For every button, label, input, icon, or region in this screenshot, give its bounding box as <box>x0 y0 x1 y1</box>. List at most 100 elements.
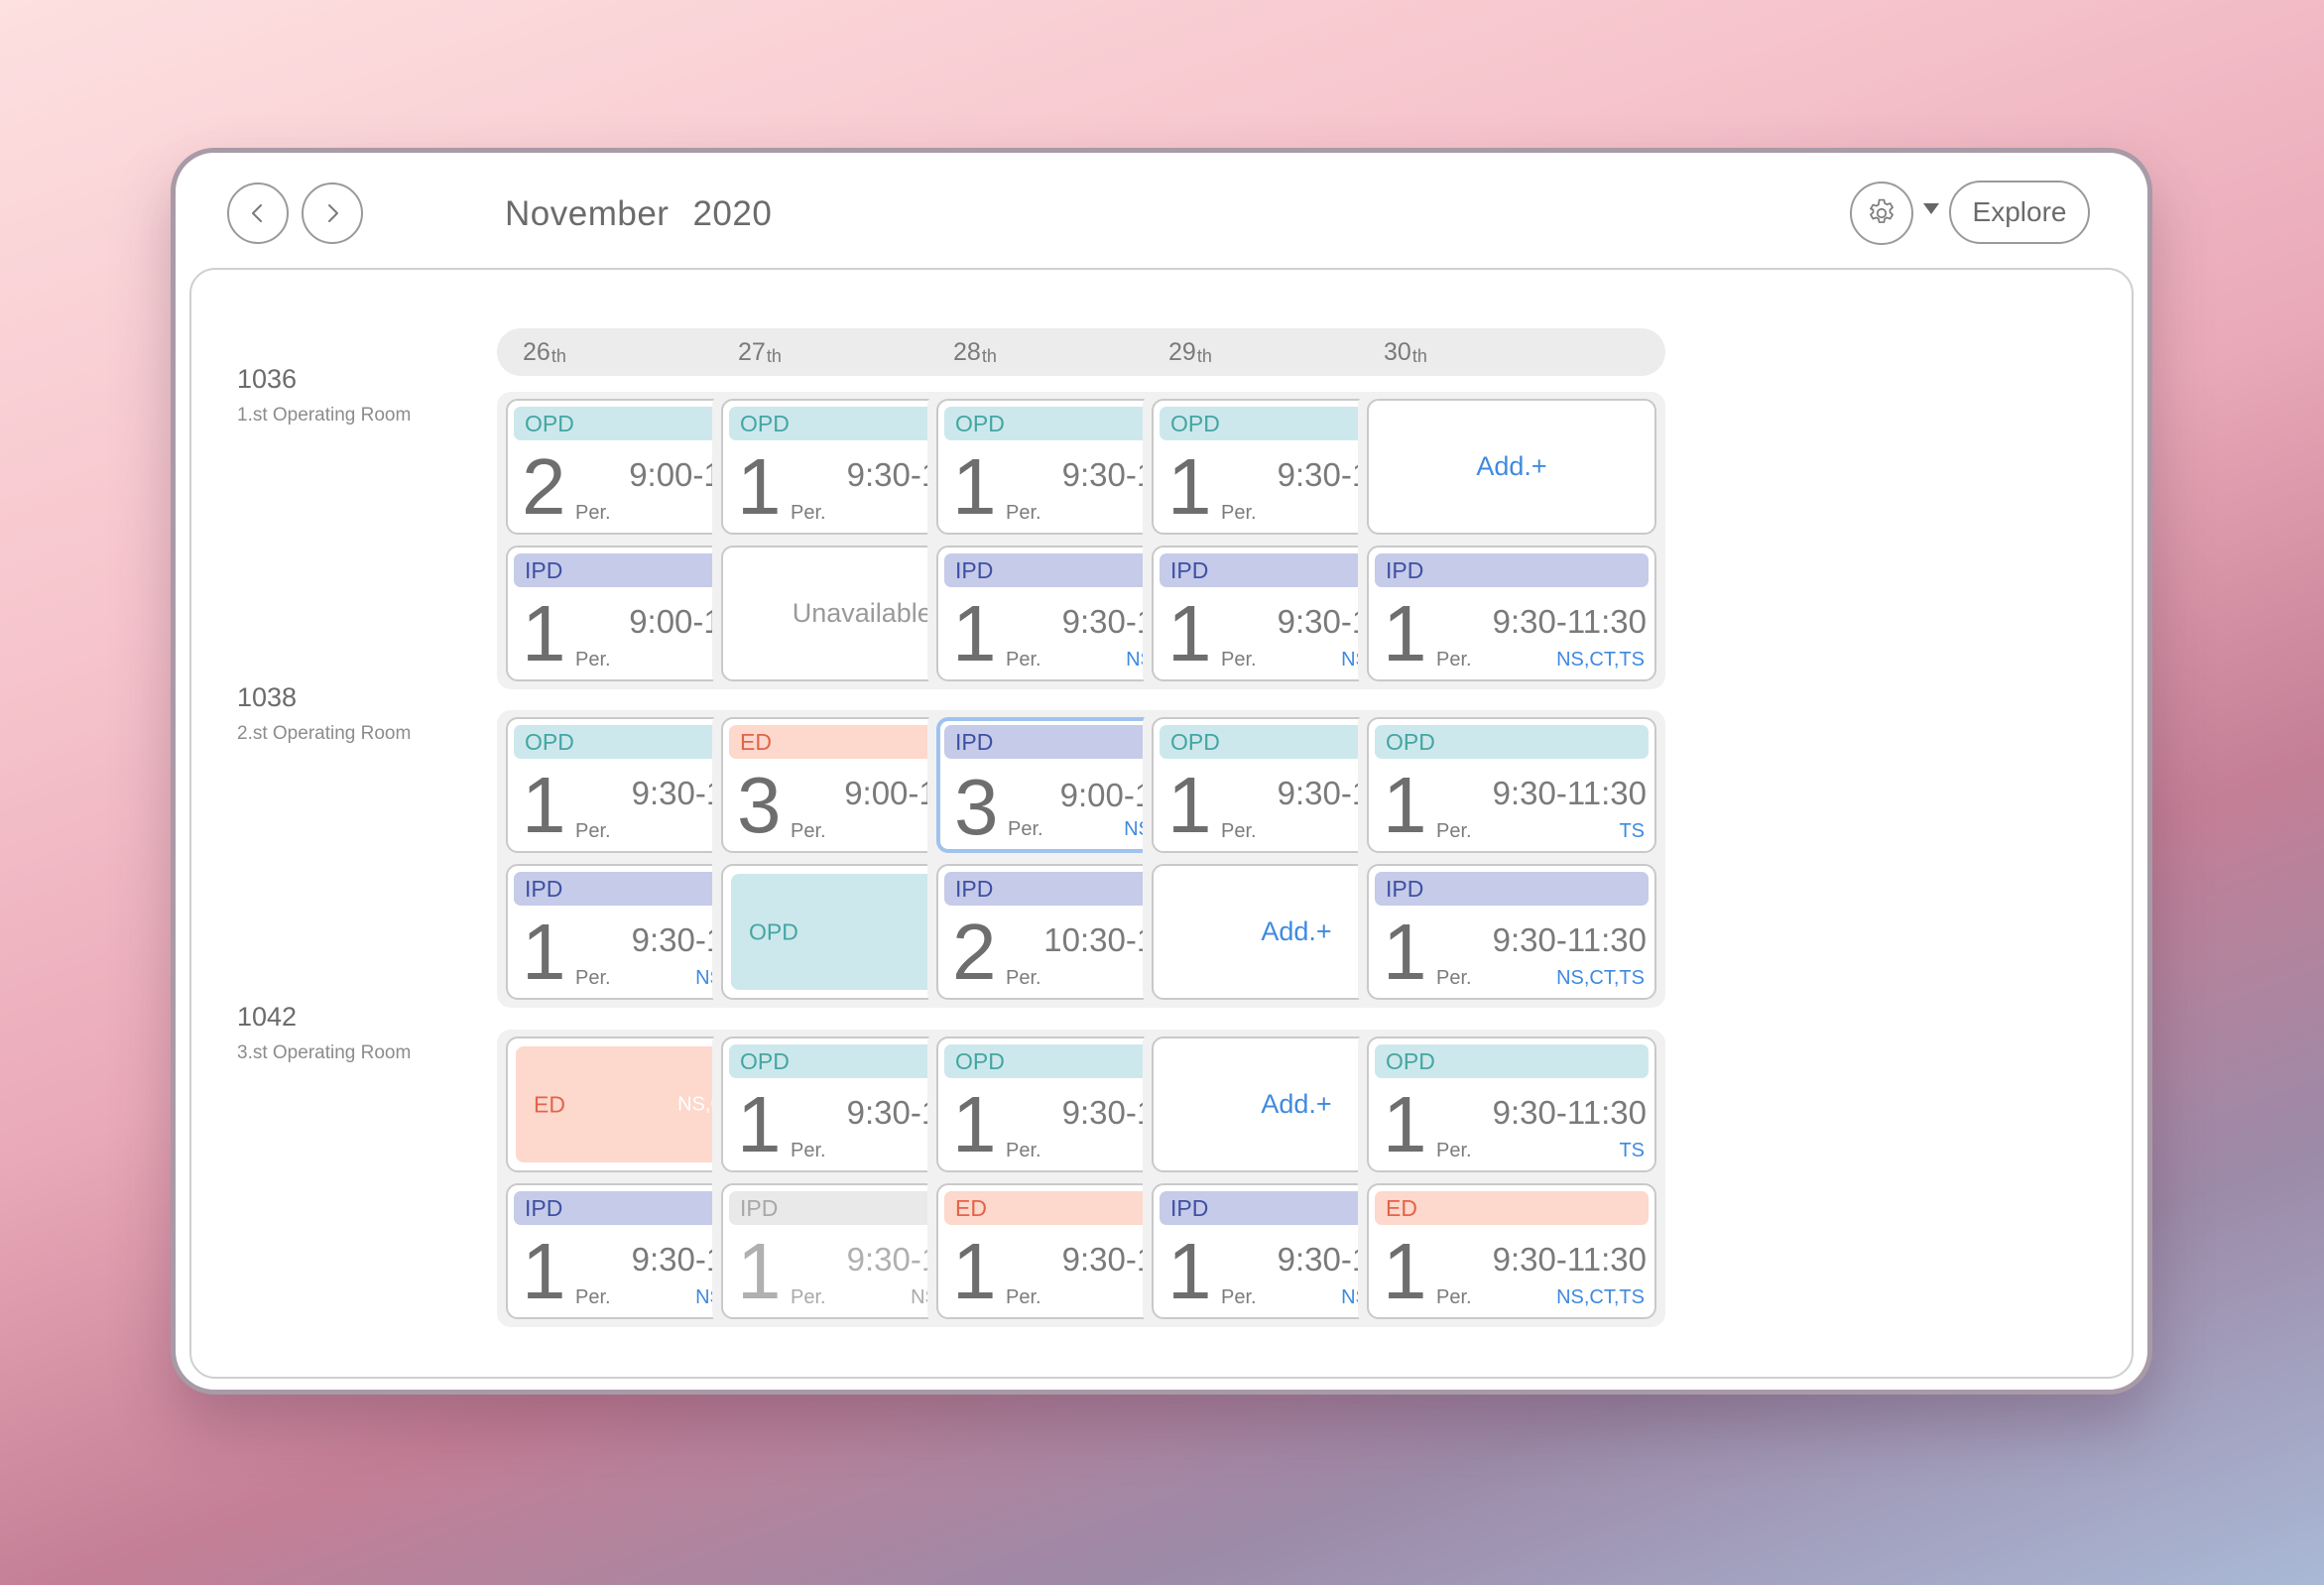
per-label: Per. <box>1221 1286 1257 1308</box>
room-number: 1036 <box>237 364 298 394</box>
person-count: 1 <box>952 1080 997 1168</box>
per-label: Per. <box>791 1140 826 1161</box>
person-count: 1 <box>522 908 566 996</box>
department-tag: ED <box>1375 1191 1649 1225</box>
day-suffix: th <box>550 346 566 366</box>
staff-label: NS,CT,TS <box>1556 1286 1645 1308</box>
day-number: 27 <box>738 338 766 366</box>
person-count: 1 <box>1167 442 1212 531</box>
room-label: 1038 2.st Operating Room <box>237 682 411 745</box>
per-label: Per. <box>1006 502 1041 524</box>
time-range: 9:30-11:30 <box>1492 921 1647 958</box>
person-count: 1 <box>522 761 566 849</box>
per-label: Per. <box>791 820 826 842</box>
settings-dropdown-caret-icon[interactable] <box>1923 203 1939 214</box>
year-label: 2020 <box>692 194 773 233</box>
day-number: 29 <box>1168 338 1196 366</box>
day-number: 26 <box>523 338 550 366</box>
department-tag: OPD <box>1375 725 1649 759</box>
per-label: Per. <box>1008 818 1043 840</box>
person-count: 1 <box>1383 589 1427 677</box>
department-tag: IPD <box>1375 553 1649 587</box>
unavailable-label: Unavailable. <box>792 598 940 628</box>
person-count: 1 <box>1383 761 1427 849</box>
person-count: 1 <box>1383 1227 1427 1315</box>
staff-label: TS <box>1619 1140 1645 1161</box>
person-count: 1 <box>952 442 997 531</box>
person-count: 1 <box>952 1227 997 1315</box>
day-number: 30 <box>1384 338 1411 366</box>
room-label: 1036 1.st Operating Room <box>237 364 411 427</box>
per-label: Per. <box>1436 967 1472 989</box>
day-suffix: th <box>981 346 997 366</box>
chevron-right-icon <box>328 204 338 222</box>
per-label: Per. <box>1006 649 1041 671</box>
room-name: 3.st Operating Room <box>237 1042 412 1063</box>
room-number: 1042 <box>237 1002 298 1032</box>
room-name: 1.st Operating Room <box>237 405 412 426</box>
day-suffix: th <box>766 346 782 366</box>
person-count: 1 <box>737 1080 782 1168</box>
settings-button[interactable] <box>1850 182 1913 245</box>
room-label: 1042 3.st Operating Room <box>237 1002 411 1064</box>
per-label: Per. <box>1436 1286 1472 1308</box>
page-title: November 2020 <box>505 194 772 234</box>
time-range: 9:30-11:30 <box>1492 603 1647 640</box>
staff-label: NS,CT,TS <box>1556 967 1645 989</box>
add-label: Add.+ <box>1261 1089 1332 1119</box>
department-tag: IPD <box>1375 872 1649 906</box>
room-number: 1038 <box>237 682 298 712</box>
booking-card[interactable]: ED 1 Per. 9:30-11:30 NS,CT,TS <box>1367 1183 1656 1319</box>
person-count: 1 <box>522 1227 566 1315</box>
person-count: 1 <box>737 1227 782 1315</box>
per-label: Per. <box>1436 1140 1472 1161</box>
person-count: 2 <box>522 442 566 531</box>
per-label: Per. <box>1221 502 1257 524</box>
per-label: Per. <box>1436 820 1472 842</box>
calendar-window: November 2020 Explore 26th 27th 28th 29th 30t… <box>171 148 2152 1395</box>
person-count: 1 <box>1167 589 1212 677</box>
per-label: Per. <box>575 649 611 671</box>
per-label: Per. <box>1006 1286 1041 1308</box>
add-label: Add.+ <box>1261 916 1332 946</box>
staff-label: NS,CT,TS <box>1556 649 1645 671</box>
day-suffix: th <box>1196 346 1212 366</box>
person-count: 1 <box>1167 1227 1212 1315</box>
person-count: 1 <box>1383 1080 1427 1168</box>
per-label: Per. <box>1006 967 1041 989</box>
day-header: 30th <box>1358 328 1665 376</box>
time-range: 9:30-11:30 <box>1492 1094 1647 1131</box>
month-label: November <box>505 194 670 233</box>
person-count: 1 <box>1383 908 1427 996</box>
person-count: 2 <box>952 908 997 996</box>
add-slot-button[interactable]: Add.+ <box>1367 399 1656 535</box>
prev-month-button[interactable] <box>227 183 289 244</box>
department-tag: OPD <box>1375 1044 1649 1078</box>
per-label: Per. <box>1436 649 1472 671</box>
day-number: 28 <box>953 338 981 366</box>
per-label: Per. <box>575 1286 611 1308</box>
day-suffix: th <box>1411 346 1427 366</box>
next-month-button[interactable] <box>302 183 363 244</box>
per-label: Per. <box>791 502 826 524</box>
explore-button[interactable]: Explore <box>1949 181 2090 244</box>
add-label: Add.+ <box>1476 451 1547 481</box>
per-label: Per. <box>575 967 611 989</box>
time-range: 9:30-11:30 <box>1492 775 1647 811</box>
person-count: 1 <box>737 442 782 531</box>
person-count: 3 <box>954 763 999 851</box>
chevron-left-icon <box>252 204 262 222</box>
per-label: Per. <box>575 820 611 842</box>
schedule-panel: 26th 27th 28th 29th 30th 1036 1.st Operating R… <box>189 268 2134 1379</box>
department-label: OPD <box>749 918 798 944</box>
per-label: Per. <box>1221 820 1257 842</box>
person-count: 3 <box>737 761 782 849</box>
per-label: Per. <box>1006 1140 1041 1161</box>
per-label: Per. <box>575 502 611 524</box>
department-label: ED <box>534 1091 565 1117</box>
person-count: 1 <box>522 589 566 677</box>
